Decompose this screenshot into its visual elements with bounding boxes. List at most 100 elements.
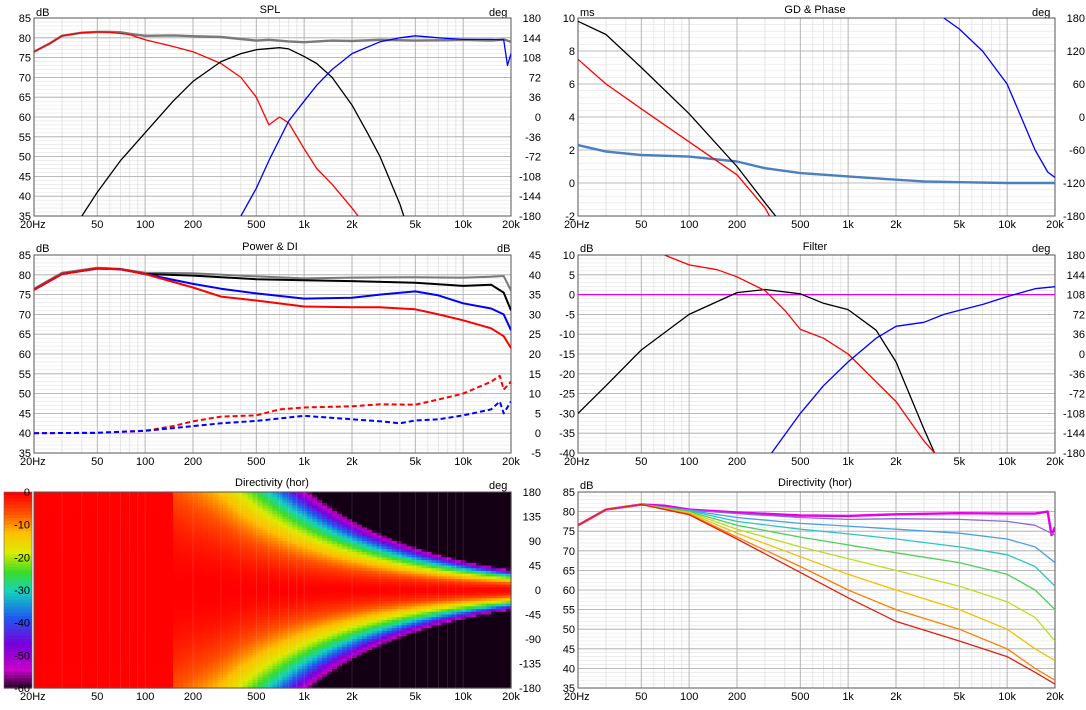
heatmap-cell	[337, 609, 343, 613]
heatmap-cell	[207, 622, 214, 626]
heatmap-cell	[88, 505, 95, 509]
heatmap-cell	[53, 600, 60, 605]
heatmap-cell	[188, 541, 194, 545]
heatmap-cell	[138, 622, 144, 626]
heatmap-cell	[78, 543, 85, 548]
heatmap-cell	[282, 647, 289, 651]
heatmap-cell	[317, 511, 323, 515]
heatmap-cell	[73, 611, 80, 616]
heatmap-cell	[63, 674, 70, 678]
heatmap-cell	[322, 649, 328, 654]
heatmap-cell	[262, 516, 269, 520]
heatmap-cell	[93, 500, 100, 504]
heatmap-cell	[83, 573, 90, 577]
heatmap-cell	[257, 598, 264, 602]
heatmap-cell	[88, 639, 95, 643]
heatmap-cell	[312, 508, 318, 512]
heatmap-cell	[158, 527, 164, 531]
heatmap-cell	[297, 521, 303, 526]
heatmap-cell	[312, 543, 318, 548]
heatmap-cell	[88, 535, 95, 539]
heatmap-cell	[168, 619, 174, 624]
heatmap-cell	[73, 538, 80, 542]
heatmap-cell	[272, 614, 279, 618]
series-group	[578, 18, 1055, 216]
heatmap-cell	[73, 606, 80, 610]
heatmap-cell	[332, 492, 338, 496]
heatmap-cell	[272, 527, 279, 531]
heatmap-cell	[48, 609, 55, 613]
heatmap-cell	[168, 590, 174, 594]
heatmap-cell	[143, 511, 149, 515]
heatmap-cell	[78, 611, 85, 616]
heatmap-cell	[202, 658, 209, 662]
y2-tick-label: 0	[1079, 112, 1085, 124]
heatmap-cell	[143, 568, 149, 572]
heatmap-cell	[113, 633, 120, 637]
heatmap-cell	[158, 639, 164, 643]
heatmap-cell	[78, 649, 85, 654]
heatmap-cell	[232, 603, 239, 607]
heatmap-cell	[113, 494, 120, 499]
heatmap-cell	[287, 551, 293, 556]
heatmap-cell	[282, 581, 289, 586]
heatmap-cell	[34, 532, 40, 537]
heatmap-cell	[88, 644, 95, 648]
heatmap-cell	[98, 628, 105, 632]
heatmap-cell	[43, 617, 50, 621]
heatmap-cell	[108, 628, 115, 632]
heatmap-cell	[252, 614, 259, 618]
heatmap-cell	[138, 682, 144, 686]
heatmap-cell	[267, 598, 274, 602]
heatmap-cell	[168, 532, 174, 537]
heatmap-cell	[98, 649, 105, 654]
heatmap-cell	[242, 573, 249, 577]
heatmap-cell	[183, 633, 189, 637]
heatmap-cell	[48, 622, 55, 626]
heatmap-cell	[193, 541, 199, 545]
heatmap-cell	[63, 644, 70, 648]
heatmap-cell	[53, 609, 60, 613]
heatmap-cell	[292, 579, 298, 583]
heatmap-cell	[252, 685, 259, 689]
heatmap-cell	[93, 562, 100, 567]
heatmap-cell	[272, 644, 279, 648]
y-tick-label: 45	[19, 408, 31, 420]
heatmap-cell	[98, 630, 105, 635]
heatmap-cell	[312, 639, 318, 643]
heatmap-cell	[282, 551, 289, 556]
heatmap-cell	[138, 639, 144, 643]
heatmap-cell	[118, 619, 125, 624]
heatmap-cell	[317, 668, 323, 673]
x-tick-label: 10k	[998, 456, 1016, 468]
heatmap-cell	[128, 532, 134, 537]
heatmap-cell	[98, 576, 105, 580]
heatmap-cell	[188, 513, 194, 518]
y-tick-label: 75	[19, 53, 31, 65]
heatmap-cell	[282, 625, 289, 629]
heatmap-cell	[217, 513, 224, 518]
heatmap-cell	[48, 565, 55, 569]
y2-tick-label: -180	[1063, 448, 1085, 460]
heatmap-cell	[212, 573, 219, 577]
heatmap-cell	[38, 639, 45, 643]
heatmap-cell	[123, 614, 130, 618]
heatmap-cell	[197, 666, 204, 670]
series-group	[578, 255, 1055, 453]
heatmap-cell	[272, 584, 279, 588]
heatmap-cell	[53, 570, 60, 575]
heatmap-cell	[38, 619, 45, 624]
heatmap-cell	[143, 649, 149, 654]
heatmap-cell	[332, 581, 338, 586]
heatmap-cell	[83, 497, 90, 501]
heatmap-cell	[307, 666, 313, 670]
heatmap-cell	[68, 666, 75, 670]
heatmap-cell	[83, 516, 90, 520]
heatmap-cell	[327, 568, 333, 572]
heatmap-cell	[212, 606, 219, 610]
heatmap-cell	[292, 617, 298, 621]
heatmap-cell	[68, 652, 75, 656]
heatmap-cell	[247, 568, 254, 572]
heatmap-cell	[252, 570, 259, 575]
heatmap-cell	[277, 636, 284, 640]
